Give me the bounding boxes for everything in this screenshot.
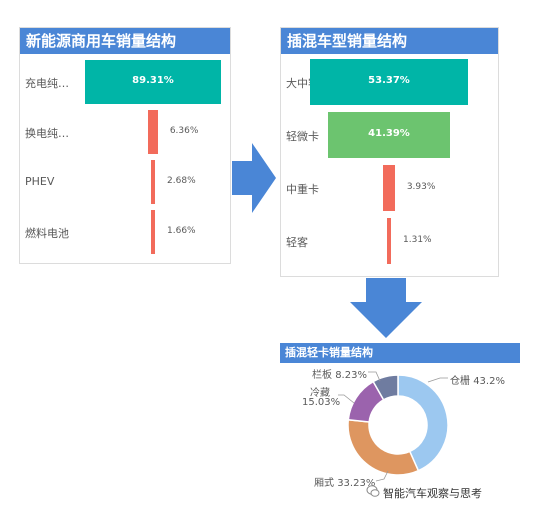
funnel-bar: [310, 59, 468, 105]
category-label: 中重卡: [286, 183, 319, 196]
slice-category-label: 仓栅: [450, 376, 470, 387]
donut-slice: [372, 374, 399, 401]
chart-title-ev-commercial: 新能源商用车销量结构: [20, 28, 230, 54]
category-label: 轻客: [286, 236, 308, 249]
slice-value-label: 43.2%: [473, 376, 505, 387]
slice-label: 仓栅 43.2%: [450, 372, 505, 387]
chart-title-phev-model: 插混车型销量结构: [281, 28, 498, 54]
funnel-bar: [85, 60, 221, 104]
chart-title-phev-light-truck: 插混轻卡销量结构: [280, 343, 520, 363]
value-label: 1.66%: [167, 226, 196, 236]
category-label: 燃料电池: [25, 227, 69, 240]
value-label: 1.31%: [403, 235, 432, 245]
ev-commercial-sales-panel: 新能源商用车销量结构 充电纯… 89.31% 换电纯… 6.36% PHEV 2.68% 燃…: [19, 27, 231, 264]
wechat-icon: [366, 485, 380, 497]
value-label: 6.36%: [169, 126, 199, 136]
category-label: 充电纯…: [25, 77, 69, 90]
funnel-bar: [387, 218, 391, 264]
down-arrow-icon: [350, 278, 422, 338]
watermark-text: 智能汽车观察与思考: [383, 487, 482, 500]
right-arrow-icon: [232, 143, 276, 213]
leader-line: [368, 371, 381, 382]
slice-label: 厢式 33.23%: [314, 474, 375, 489]
slice-value-label: 8.23%: [335, 370, 367, 381]
value-label: 41.39%: [368, 128, 410, 139]
leader-line: [375, 470, 389, 482]
donut-slice: [397, 374, 449, 472]
category-label: 换电纯…: [25, 127, 69, 140]
leader-line: [338, 394, 355, 404]
funnel-bar: [148, 110, 158, 154]
phev-light-truck-panel: 插混轻卡销量结构: [280, 343, 520, 503]
funnel-bar: [383, 165, 395, 211]
slice-value-label: 33.23%: [337, 478, 376, 489]
value-label: 3.93%: [406, 182, 436, 192]
slice-label: 栏板 8.23%: [312, 366, 367, 381]
slice-category-label: 栏板: [312, 370, 332, 381]
slice-category-label: 冷藏: [310, 388, 330, 399]
slice-value-label: 15.03%: [302, 397, 341, 408]
category-label: 轻微卡: [286, 130, 319, 143]
funnel-bar: [150, 160, 156, 204]
funnel-bar: [327, 112, 451, 158]
value-label: 2.68%: [167, 176, 196, 186]
slice-category-label: 厢式: [314, 478, 334, 489]
funnel-bar: [151, 210, 155, 254]
phev-model-sales-panel: 插混车型销量结构 大中客 53.37% 轻微卡 41.39% 中重卡 3.93% 轻客 1.3…: [280, 27, 499, 277]
leader-line: [427, 377, 448, 383]
donut-slice: [347, 418, 420, 476]
value-label: 53.37%: [368, 75, 410, 86]
category-label: PHEV: [25, 175, 55, 188]
value-label: 89.31%: [132, 75, 174, 86]
